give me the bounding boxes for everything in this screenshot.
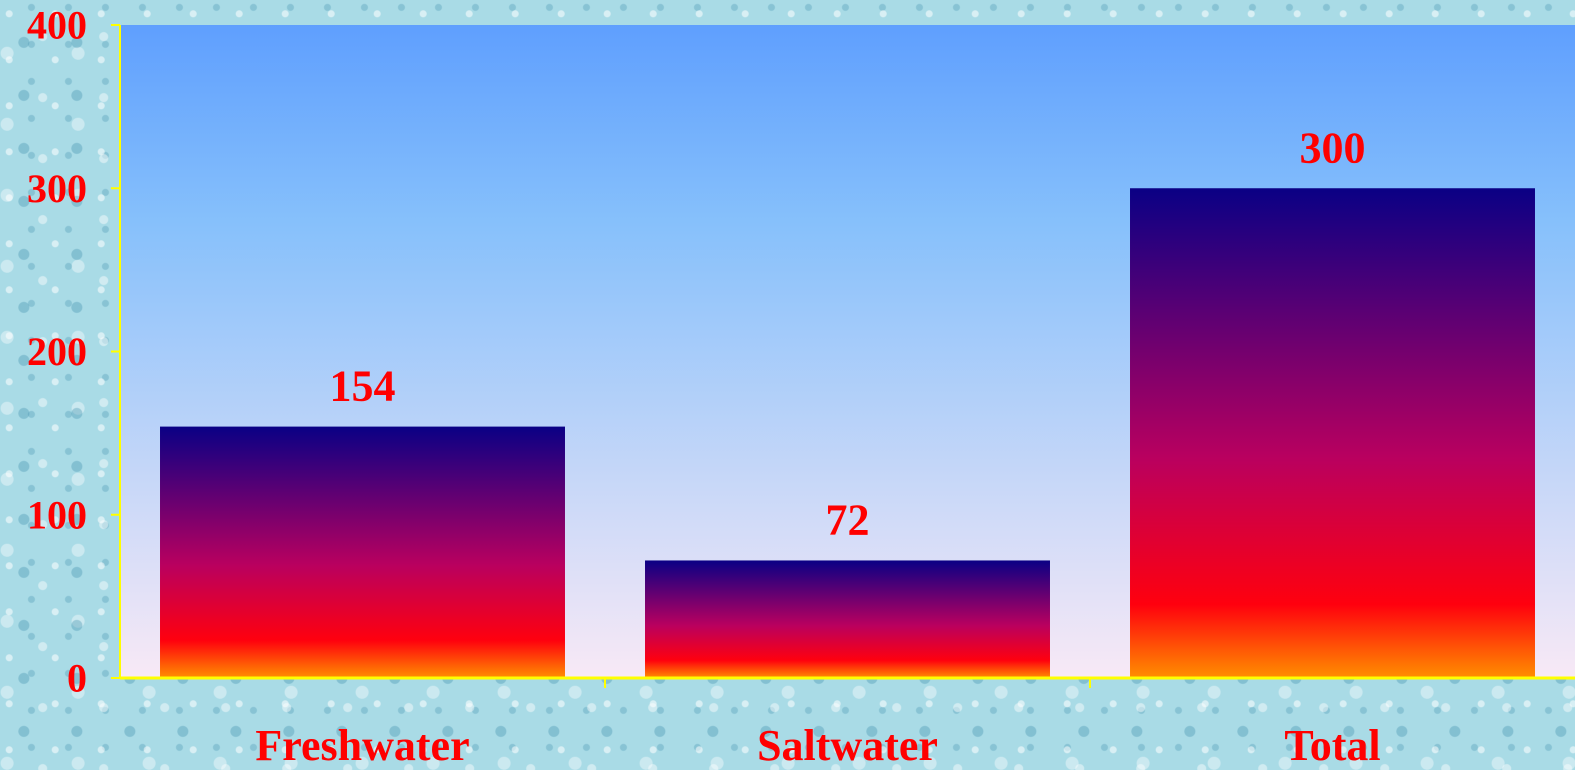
- category-label-saltwater: Saltwater: [757, 721, 938, 770]
- bars: [160, 188, 1535, 678]
- category-label-total: Total: [1284, 721, 1380, 770]
- bar-freshwater: [160, 426, 565, 678]
- data-labels: 154 72 300: [330, 123, 1366, 544]
- y-tick-label-4: 400: [27, 3, 87, 48]
- data-label-saltwater: 72: [826, 495, 870, 544]
- y-axis-ticks: [111, 24, 120, 679]
- data-label-total: 300: [1300, 123, 1366, 172]
- y-tick-label-1: 100: [27, 492, 87, 537]
- x-axis-ticks: [604, 678, 1091, 688]
- y-tick-label-0: 0: [67, 656, 87, 701]
- bar-saltwater: [645, 560, 1050, 678]
- data-label-freshwater: 154: [330, 362, 396, 411]
- x-axis-tick-labels: Freshwater Saltwater Total: [255, 721, 1380, 770]
- y-tick-label-2: 200: [27, 329, 87, 374]
- y-tick-label-3: 300: [27, 166, 87, 211]
- bar-total: [1130, 188, 1535, 678]
- category-label-freshwater: Freshwater: [255, 721, 469, 770]
- y-axis-tick-labels: 0 100 200 300 400: [27, 3, 87, 701]
